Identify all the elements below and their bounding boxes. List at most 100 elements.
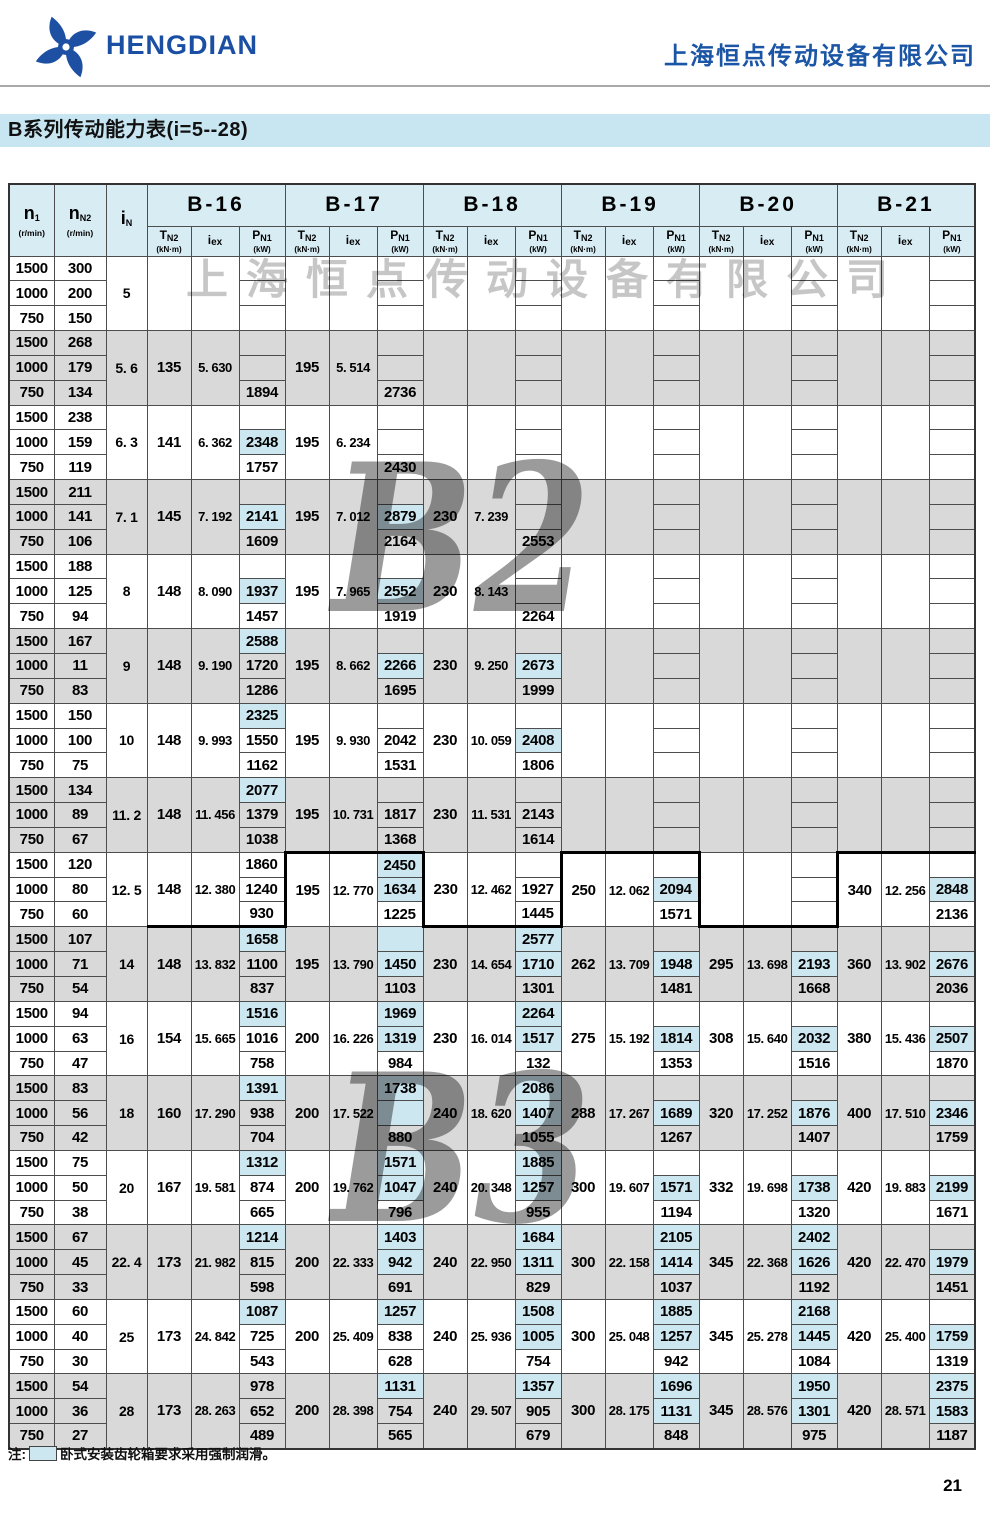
cell-n1: 750 xyxy=(8,1199,55,1226)
cell-pn1 xyxy=(514,777,562,804)
cell-pn1 xyxy=(790,255,838,282)
cell-tn2: 195 xyxy=(284,553,330,630)
cell-n1: 750 xyxy=(8,1274,55,1300)
table-row: 750 94 1457 1919 2264 xyxy=(8,603,976,630)
col-header-tn2: TN2 (kN·m) xyxy=(146,225,192,257)
cell-n1: 1500 xyxy=(8,1149,55,1176)
table-row: 1500 268 5. 6 135 5. 630 195 5. 514 xyxy=(8,330,976,406)
cell-pn1: 1450 xyxy=(376,951,424,977)
cell-tn2: 240 xyxy=(422,1373,468,1449)
cell-pn1 xyxy=(652,429,700,456)
cell-nn2: 167 xyxy=(53,628,107,654)
cell-tn2: 420 xyxy=(836,1224,882,1300)
cell-tn2 xyxy=(560,479,606,555)
cell-iex xyxy=(742,479,792,555)
cell-pn1: 829 xyxy=(514,1274,562,1300)
cell-pn1: 2193 xyxy=(790,951,838,977)
table-row: 1500 167 9 148 9. 190 2588 195 8. 662 230 9. 250 xyxy=(8,628,976,704)
cell-pn1 xyxy=(652,305,700,332)
cell-iex: 28. 175 xyxy=(604,1373,654,1449)
cell-pn1: 2450 xyxy=(376,850,425,878)
cell-pn1: 1457 xyxy=(238,603,286,630)
table-row: 750 67 1038 1368 1614 xyxy=(8,826,976,853)
cell-tn2 xyxy=(698,553,744,630)
cell-nn2: 125 xyxy=(53,578,107,605)
cell-nn2: 36 xyxy=(53,1398,107,1425)
cell-pn1 xyxy=(238,553,286,580)
cell-nn2: 120 xyxy=(53,851,107,878)
cell-pn1: 1817 xyxy=(376,802,424,828)
cell-pn1: 1320 xyxy=(790,1199,838,1226)
cell-pn1 xyxy=(238,255,286,282)
cell-nn2: 50 xyxy=(53,1174,107,1201)
cell-pn1: 1407 xyxy=(790,1125,838,1151)
cell-tn2 xyxy=(560,702,606,779)
cell-pn1 xyxy=(652,379,700,406)
cell-pn1: 1689 xyxy=(652,1100,700,1127)
cell-pn1 xyxy=(238,479,286,505)
cell-pn1 xyxy=(928,1075,976,1102)
cell-nn2: 134 xyxy=(53,777,107,804)
cell-pn1 xyxy=(928,305,976,332)
cell-nn2: 27 xyxy=(53,1423,107,1449)
cell-pn1: 1286 xyxy=(238,677,286,704)
cell-pn1: 2143 xyxy=(514,802,562,828)
table-row: 1000 141 2141 2879 xyxy=(8,503,976,530)
logo-wordmark: HENGDIAN xyxy=(106,30,259,60)
cell-n1: 1000 xyxy=(8,1249,55,1276)
cell-iex: 15. 665 xyxy=(190,1000,240,1077)
cell-pn1 xyxy=(376,330,424,356)
cell-iex: 19. 581 xyxy=(190,1149,240,1226)
cell-tn2: 300 xyxy=(560,1149,606,1226)
cell-pn1: 1084 xyxy=(790,1348,838,1375)
col-header-tn2: TN2 (kN·m) xyxy=(284,225,330,257)
cell-pn1: 1550 xyxy=(238,727,286,754)
cell-pn1: 796 xyxy=(376,1199,424,1226)
table-row: 1500 120 12. 5 148 12. 380 1860 195 12. 770 2450… xyxy=(8,850,976,929)
cell-n1: 750 xyxy=(8,454,55,481)
cell-pn1: 2430 xyxy=(376,454,424,481)
table-row: 1000 36 652 754 905 1131 1301 1583 xyxy=(8,1398,976,1425)
cell-n1: 1000 xyxy=(8,280,55,307)
cell-tn2: 320 xyxy=(698,1075,744,1151)
cell-pn1: 2042 xyxy=(376,727,424,754)
cell-tn2 xyxy=(560,330,606,406)
cell-pn1 xyxy=(928,802,976,828)
cell-pn1: 758 xyxy=(238,1050,286,1077)
cell-pn1: 1684 xyxy=(514,1224,562,1251)
cell-tn2: 240 xyxy=(422,1298,468,1375)
cell-pn1: 1368 xyxy=(376,826,424,853)
cell-iex xyxy=(880,404,930,481)
cell-tn2: 148 xyxy=(146,553,192,630)
cell-iex: 16. 014 xyxy=(466,1000,516,1077)
cell-n1: 1500 xyxy=(8,1298,55,1325)
cell-iex xyxy=(604,404,654,481)
col-header-nn2: nN2 (r/min) xyxy=(53,183,107,257)
cell-iex: 17. 510 xyxy=(880,1075,930,1151)
cell-tn2: 345 xyxy=(698,1224,744,1300)
cell-nn2: 42 xyxy=(53,1125,107,1151)
cell-tn2 xyxy=(698,255,744,332)
table-row: 1000 45 815 942 1311 1414 1626 1979 xyxy=(8,1249,976,1276)
cell-tn2 xyxy=(836,479,882,555)
cell-pn1: 1038 xyxy=(238,826,286,853)
cell-pn1: 2141 xyxy=(238,503,286,530)
cell-iex: 29. 507 xyxy=(466,1373,516,1449)
cell-n1: 1500 xyxy=(8,851,55,878)
cell-pn1 xyxy=(928,777,976,804)
cell-iex: 15. 192 xyxy=(604,1000,654,1077)
cell-nn2: 45 xyxy=(53,1249,107,1276)
cell-pn1 xyxy=(928,454,976,481)
cell-pn1: 1658 xyxy=(238,926,286,953)
table-row: 1500 75 20 167 19. 581 1312 200 19. 762 1571 240 2… xyxy=(8,1149,976,1226)
cell-n1: 1500 xyxy=(8,553,55,580)
cell-tn2 xyxy=(422,330,468,406)
cell-in: 25 xyxy=(105,1298,148,1375)
lubrication-note: 注: 卧式安装齿轮箱要求采用强制润滑。 xyxy=(8,1443,276,1463)
cell-tn2: 230 xyxy=(422,926,468,1002)
cell-pn1 xyxy=(652,1000,700,1027)
col-header-pn1: PN1 (kW) xyxy=(928,225,976,257)
table-row: 1000 200 xyxy=(8,280,976,307)
cell-iex xyxy=(880,255,930,332)
cell-pn1 xyxy=(790,1075,838,1102)
